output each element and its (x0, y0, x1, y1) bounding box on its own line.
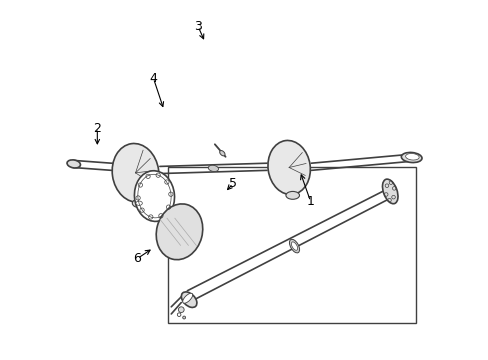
Ellipse shape (382, 179, 397, 204)
Ellipse shape (156, 204, 203, 260)
Text: 6: 6 (133, 252, 141, 265)
Ellipse shape (219, 150, 224, 156)
Ellipse shape (67, 160, 81, 168)
Text: 2: 2 (93, 122, 101, 135)
Ellipse shape (134, 171, 174, 221)
Text: 5: 5 (228, 177, 237, 190)
Text: 1: 1 (306, 195, 314, 208)
Circle shape (183, 316, 185, 319)
Ellipse shape (401, 152, 421, 163)
Ellipse shape (112, 144, 159, 202)
Ellipse shape (267, 140, 310, 194)
Ellipse shape (285, 192, 299, 199)
Ellipse shape (208, 165, 218, 171)
Text: 3: 3 (194, 20, 202, 33)
Ellipse shape (132, 199, 145, 207)
Ellipse shape (405, 153, 418, 160)
Text: 4: 4 (149, 72, 157, 85)
Circle shape (178, 307, 184, 312)
Ellipse shape (181, 292, 197, 307)
Ellipse shape (289, 239, 299, 253)
Ellipse shape (183, 293, 192, 303)
Bar (167, 167, 415, 323)
Ellipse shape (291, 242, 297, 250)
Ellipse shape (136, 201, 142, 205)
